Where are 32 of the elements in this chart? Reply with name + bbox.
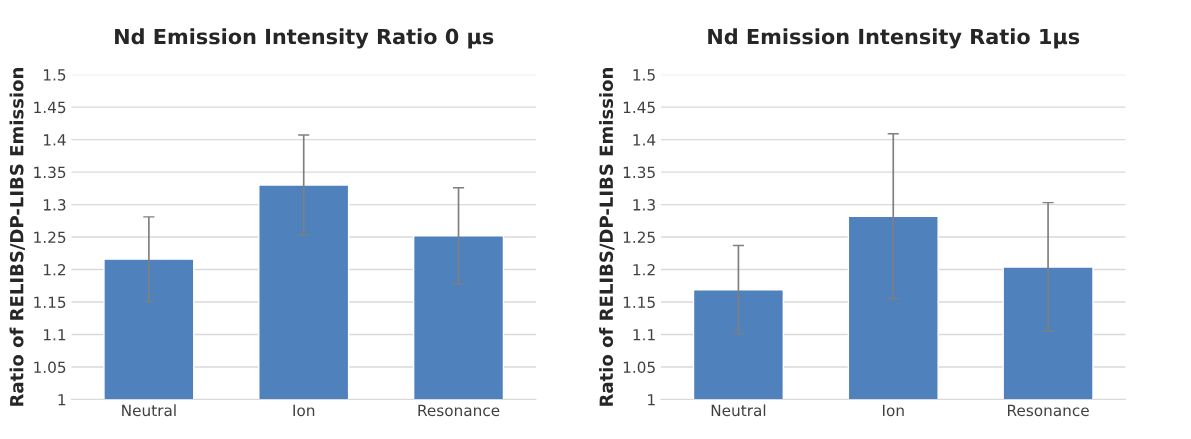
y-tick-label: 1 — [648, 394, 655, 406]
y-axis-title: Ratio of RELIBS/DP-LIBS Emission — [9, 68, 25, 406]
y-tick-label: 1.05 — [623, 361, 655, 374]
y-axis-title: Ratio of RELIBS/DP-LIBS Emission — [599, 68, 615, 406]
x-tick-label: Ion — [882, 404, 904, 417]
y-tick-label: 1.35 — [623, 166, 655, 179]
y-tick-label: 1 — [58, 394, 66, 406]
x-tick-label: Neutral — [711, 404, 766, 417]
y-tick-label: 1.35 — [34, 166, 66, 179]
y-tick-label: 1.45 — [623, 101, 655, 114]
y-tick-label: 1.15 — [623, 296, 655, 309]
y-tick-label: 1.2 — [633, 264, 655, 276]
y-tick-label: 1.4 — [43, 134, 66, 146]
y-tick-label: 1.3 — [633, 199, 655, 211]
y-tick-label: 1.15 — [34, 296, 66, 309]
y-tick-label: 1.45 — [34, 101, 66, 114]
chart-title: Nd Emission Intensity Ratio 1μs — [708, 28, 1080, 49]
y-tick-label: 1.1 — [633, 329, 655, 341]
y-tick-label: 1.25 — [34, 231, 66, 244]
y-tick-label: 1.3 — [43, 199, 66, 211]
y-tick-label: 1.1 — [43, 329, 66, 341]
y-tick-label: 1.5 — [43, 69, 66, 81]
y-tick-label: 1.5 — [633, 69, 655, 81]
y-tick-label: 1.25 — [623, 231, 655, 244]
y-tick-label: 1.05 — [34, 361, 66, 374]
y-tick-label: 1.4 — [633, 134, 656, 146]
x-tick-label: Resonance — [418, 404, 500, 417]
chart-title: Nd Emission Intensity Ratio 0 μs — [115, 28, 494, 49]
y-tick-label: 1.2 — [43, 264, 66, 276]
x-tick-label: Resonance — [1008, 404, 1089, 417]
x-tick-label: Ion — [293, 404, 315, 417]
x-tick-label: Neutral — [122, 404, 176, 417]
